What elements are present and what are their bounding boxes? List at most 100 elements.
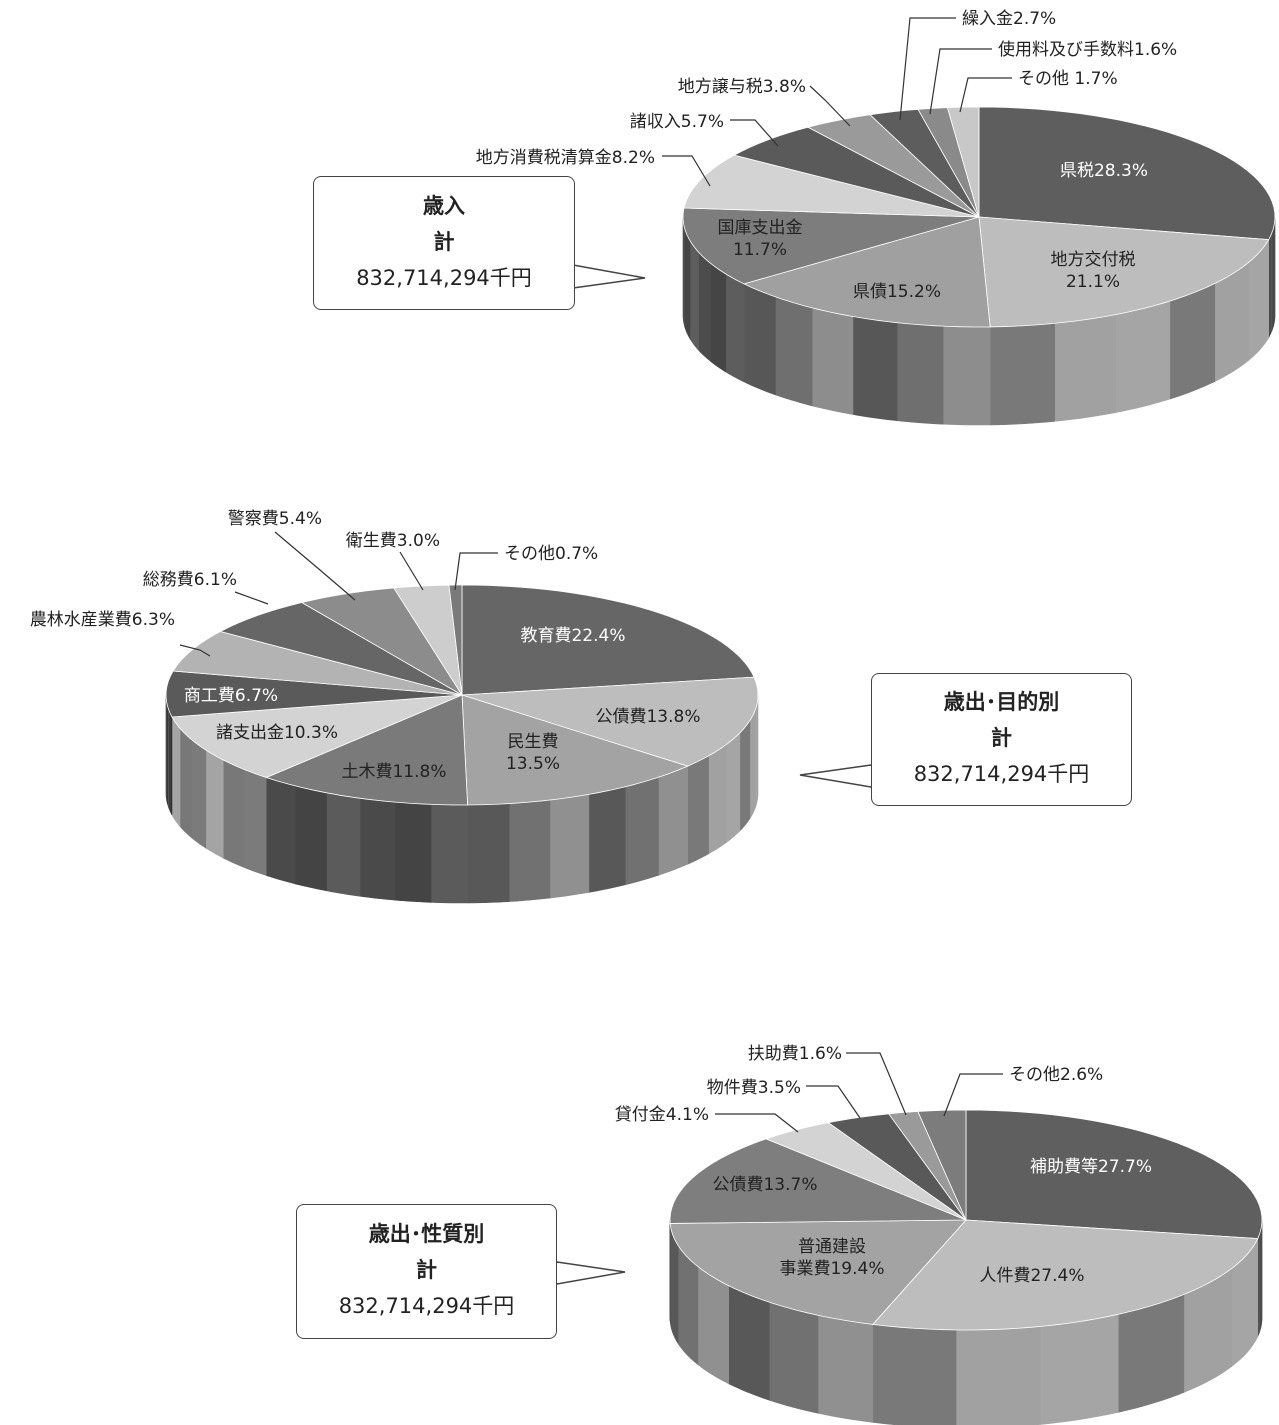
pie-wall-4 bbox=[710, 262, 727, 373]
pie-wall-3 bbox=[896, 322, 944, 425]
pie-wall-5 bbox=[179, 727, 192, 839]
leader-line-9 bbox=[929, 48, 992, 115]
pie-wall-4 bbox=[725, 273, 745, 383]
pie-wall-4 bbox=[359, 797, 396, 901]
pie-wall-2 bbox=[708, 744, 727, 855]
pie-wall-3 bbox=[942, 325, 991, 426]
slice-label-2: 公債費13.8% bbox=[595, 707, 700, 727]
pie-chart-1: 県税28.3% 地方交付税 21.1% 県債15.2% 国庫支出金 11.7% 地方消費税清… bbox=[476, 9, 1276, 426]
slice-label-5: 貸付金4.1% bbox=[615, 1105, 709, 1125]
slice-label-3: 県債15.2% bbox=[853, 282, 941, 302]
pie-slice-3 bbox=[742, 216, 991, 328]
pie-slice-6 bbox=[827, 1113, 967, 1221]
pie-wall-2 bbox=[687, 755, 709, 865]
expenditure-nature-callout: 歳出･性質別 計 832,714,294千円 bbox=[296, 1204, 557, 1339]
nature-callout-tail bbox=[556, 1261, 626, 1285]
pie-wall-3 bbox=[817, 1314, 874, 1423]
pie-wall-2 bbox=[725, 732, 741, 844]
purpose-callout-total-value: 832,714,294千円 bbox=[913, 762, 1090, 786]
slice-label-8: 総務費6.1% bbox=[143, 570, 237, 590]
pie-wall-3 bbox=[549, 794, 590, 899]
slice-label-8: 繰入金2.7% bbox=[962, 9, 1056, 29]
slice-label-4: 公債費13.7% bbox=[712, 1175, 817, 1195]
pie-wall-5 bbox=[243, 768, 267, 876]
pie-slice-4 bbox=[669, 1138, 967, 1224]
leader-line-8 bbox=[943, 1073, 1003, 1117]
pie-slice-5 bbox=[683, 154, 980, 218]
pie-wall-3 bbox=[697, 1266, 730, 1385]
pie-wall-4 bbox=[326, 792, 361, 897]
pie-wall-3 bbox=[728, 1285, 770, 1401]
pie-slice-7 bbox=[172, 631, 463, 696]
pie-wall-3 bbox=[743, 283, 776, 396]
pie-slice-3 bbox=[461, 694, 689, 806]
pie-slice-2 bbox=[461, 676, 759, 767]
leader-line-5 bbox=[715, 1113, 799, 1133]
pie-side-walls bbox=[682, 216, 1276, 426]
pie-wall-5 bbox=[222, 759, 244, 868]
leader-line-8 bbox=[899, 17, 956, 121]
pie-slice-4 bbox=[265, 694, 468, 806]
slice-label-3: 普通建設事業費19.4% bbox=[779, 1237, 884, 1279]
pie-wall-5 bbox=[191, 738, 207, 849]
slice-label-7: 扶助費1.6% bbox=[748, 1044, 842, 1064]
pie-chart-2: 教育費22.4% 公債費13.8% 民生費 13.5% 土木費11.8%諸支出金10.3… bbox=[30, 509, 759, 904]
pie-slice-7 bbox=[806, 114, 980, 218]
slice-label-9: 使用料及び手数料1.6% bbox=[998, 39, 1177, 60]
slice-label-6: 諸収入5.7% bbox=[630, 112, 724, 132]
slice-label-1: 県税28.3% bbox=[1060, 161, 1148, 181]
pie-wall-4 bbox=[294, 785, 327, 892]
revenue-callout-total-value: 832,714,294千円 bbox=[356, 266, 532, 290]
pie-slice-6 bbox=[733, 126, 980, 218]
pie-wall-4 bbox=[265, 777, 296, 885]
pie-wall-2 bbox=[739, 719, 751, 832]
pie-wall-2 bbox=[1039, 1313, 1119, 1425]
pie-wall-2 bbox=[1115, 300, 1171, 413]
pie-slice-1 bbox=[965, 1109, 1263, 1239]
pie-wall-4 bbox=[682, 216, 686, 328]
purpose-callout-total-label: 計 bbox=[991, 726, 1012, 750]
slice-label-2: 人件費27.4% bbox=[979, 1266, 1084, 1286]
pie-wall-3 bbox=[775, 296, 813, 407]
pie-wall-2 bbox=[989, 323, 1056, 426]
pie-slice-9 bbox=[300, 587, 463, 696]
pie-wall-2 bbox=[872, 1324, 957, 1425]
leader-line-10 bbox=[959, 77, 1012, 113]
pie-wall-5 bbox=[171, 715, 181, 828]
nature-callout-title: 歳出･性質別 bbox=[368, 1222, 485, 1246]
leader-line-11 bbox=[454, 552, 498, 591]
revenue-callout-title: 歳入 bbox=[423, 194, 465, 218]
pie-slices bbox=[682, 106, 1276, 328]
pie-wall-4 bbox=[430, 804, 468, 904]
slice-label-4: 土木費11.8% bbox=[341, 762, 446, 782]
slice-label-7: 農林水産業費6.3% bbox=[30, 610, 175, 630]
leader-line-7 bbox=[179, 644, 211, 657]
pie-slice-2 bbox=[871, 1219, 1259, 1331]
slice-label-11: その他0.7% bbox=[504, 544, 598, 564]
pie-slice-3 bbox=[669, 1219, 967, 1325]
leader-line-7 bbox=[809, 85, 851, 127]
pie-wall-3 bbox=[624, 776, 659, 886]
pie-slice-1 bbox=[461, 584, 755, 696]
pie-slice-5 bbox=[171, 694, 463, 778]
slice-label-10: その他 1.7% bbox=[1018, 69, 1118, 89]
pie-wall-3 bbox=[811, 307, 854, 415]
leader-line-7 bbox=[846, 1052, 907, 1116]
pie-slice-8 bbox=[219, 602, 463, 696]
slice-label-1: 補助費等27.7% bbox=[1030, 1157, 1152, 1177]
slice-label-4: 国庫支出金 11.7% bbox=[718, 218, 803, 260]
pie-labels: 県税28.3% 地方交付税 21.1% 県債15.2% 国庫支出金 11.7% 地方消費税清… bbox=[476, 9, 1177, 302]
expenditure-purpose-callout: 歳出･目的別 計 832,714,294千円 bbox=[871, 673, 1132, 806]
slice-label-5: 地方消費税清算金8.2% bbox=[476, 148, 655, 168]
pie-labels: 教育費22.4% 公債費13.8% 民生費 13.5% 土木費11.8%諸支出金10.3… bbox=[30, 509, 701, 782]
leader-line-8 bbox=[234, 591, 269, 605]
pie-wall-3 bbox=[588, 786, 626, 893]
revenue-callout-tail bbox=[572, 264, 646, 289]
pie-slice-4 bbox=[682, 207, 980, 285]
pie-labels: 補助費等27.7% 人件費27.4% 普通建設事業費19.4% 公債費13.7% 貸付金… bbox=[615, 1044, 1152, 1286]
purpose-callout-title: 歳出･目的別 bbox=[943, 690, 1060, 714]
slice-label-5: 諸支出金10.3% bbox=[216, 723, 338, 743]
pie-wall-2 bbox=[955, 1326, 1041, 1425]
pie-wall-4 bbox=[698, 251, 711, 363]
